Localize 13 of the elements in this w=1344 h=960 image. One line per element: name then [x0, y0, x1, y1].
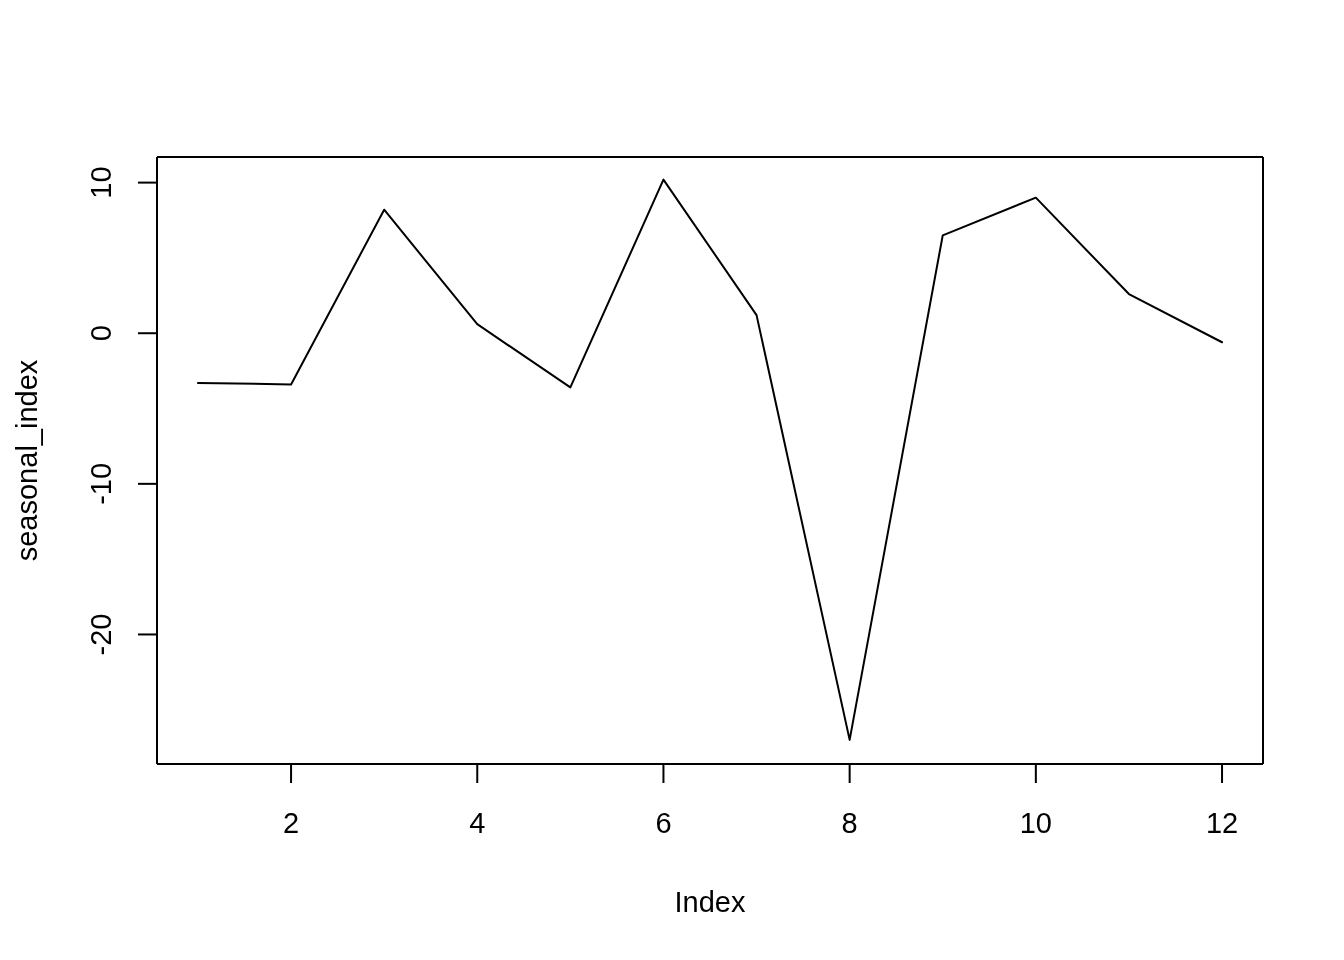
y-axis-title: seasonal_index [11, 359, 43, 562]
x-tick-label: 12 [1205, 806, 1239, 839]
x-tick-label: 8 [841, 806, 858, 839]
y-tick-label: 10 [85, 166, 117, 199]
y-tick-label: -20 [85, 613, 117, 656]
x-tick-label: 10 [1019, 806, 1052, 839]
line-series [196, 178, 1224, 741]
x-tick-label: 2 [282, 806, 300, 839]
x-axis-title: Index [674, 886, 746, 918]
y-tick-label: 0 [85, 325, 117, 342]
x-tick-label: 6 [655, 806, 672, 839]
x-tick-label: 4 [469, 806, 486, 839]
y-tick-label: -10 [85, 462, 117, 505]
